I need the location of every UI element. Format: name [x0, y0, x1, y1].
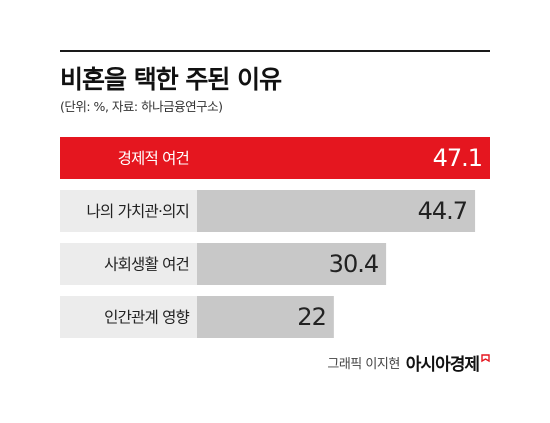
- brand-logo: 아시아경제: [405, 355, 480, 375]
- flag-icon: [481, 354, 490, 363]
- bar: [197, 137, 490, 179]
- category-label: 사회생활 여건: [104, 256, 189, 274]
- category-cell: [60, 296, 197, 338]
- category-cell: [60, 190, 197, 232]
- bar: [197, 243, 387, 285]
- data-label: 44.7: [418, 197, 467, 225]
- category-label: 인간관계 영향: [104, 309, 189, 327]
- bar: [197, 296, 334, 338]
- category-cell: [60, 137, 197, 179]
- bar: [197, 190, 476, 232]
- data-label: 47.1: [433, 144, 482, 172]
- graphic-credit: 그래픽 이지현: [327, 357, 400, 372]
- data-label: 30.4: [329, 250, 378, 278]
- category-label: 나의 가치관·의지: [87, 203, 189, 221]
- chart-subtitle: (단위: %, 자료: 하나금융연구소): [60, 99, 223, 114]
- chart-title: 비혼을 택한 주된 이유: [60, 65, 282, 94]
- data-label: 22: [297, 303, 326, 331]
- category-cell: [60, 243, 197, 285]
- top-rule: [60, 50, 490, 52]
- credit-line: 그래픽 이지현 아시아경제: [327, 350, 490, 375]
- category-label: 경제적 여건: [118, 150, 189, 168]
